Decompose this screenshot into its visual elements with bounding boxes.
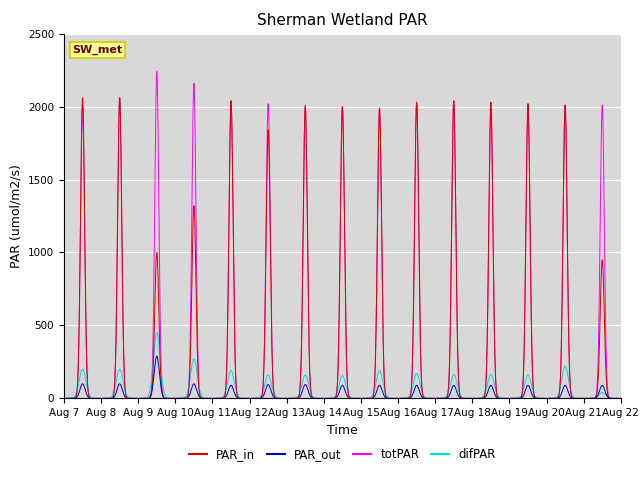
- difPAR: [436, 396, 444, 401]
- difPAR: [60, 396, 68, 401]
- difPAR: [161, 390, 168, 396]
- Line: PAR_in: PAR_in: [64, 98, 621, 398]
- totPAR: [153, 69, 161, 74]
- difPAR: [467, 396, 475, 401]
- PAR_out: [467, 396, 475, 401]
- PAR_out: [616, 396, 624, 401]
- totPAR: [617, 396, 625, 401]
- PAR_out: [322, 396, 330, 401]
- totPAR: [322, 396, 330, 401]
- totPAR: [436, 396, 444, 401]
- PAR_in: [467, 396, 475, 401]
- Text: SW_met: SW_met: [72, 45, 122, 55]
- totPAR: [467, 396, 475, 401]
- totPAR: [616, 396, 624, 401]
- PAR_in: [616, 396, 624, 401]
- PAR_out: [153, 353, 161, 359]
- totPAR: [161, 395, 168, 401]
- PAR_in: [60, 396, 68, 401]
- difPAR: [499, 396, 507, 401]
- PAR_in: [322, 396, 330, 401]
- PAR_in: [79, 95, 86, 101]
- PAR_out: [499, 396, 507, 401]
- Line: difPAR: difPAR: [64, 333, 621, 398]
- PAR_in: [617, 396, 625, 401]
- difPAR: [153, 330, 161, 336]
- X-axis label: Time: Time: [327, 424, 358, 437]
- Legend: PAR_in, PAR_out, totPAR, difPAR: PAR_in, PAR_out, totPAR, difPAR: [184, 443, 500, 466]
- difPAR: [617, 396, 625, 401]
- PAR_in: [436, 396, 444, 401]
- totPAR: [60, 396, 68, 401]
- PAR_in: [161, 396, 168, 401]
- Title: Sherman Wetland PAR: Sherman Wetland PAR: [257, 13, 428, 28]
- Line: PAR_out: PAR_out: [64, 356, 621, 398]
- PAR_in: [499, 396, 507, 401]
- Y-axis label: PAR (umol/m2/s): PAR (umol/m2/s): [10, 164, 22, 268]
- Line: totPAR: totPAR: [64, 72, 621, 398]
- difPAR: [322, 396, 330, 401]
- PAR_out: [617, 396, 625, 401]
- PAR_out: [60, 396, 68, 401]
- difPAR: [616, 396, 624, 401]
- PAR_out: [161, 395, 168, 400]
- PAR_out: [436, 396, 444, 401]
- totPAR: [499, 396, 507, 401]
